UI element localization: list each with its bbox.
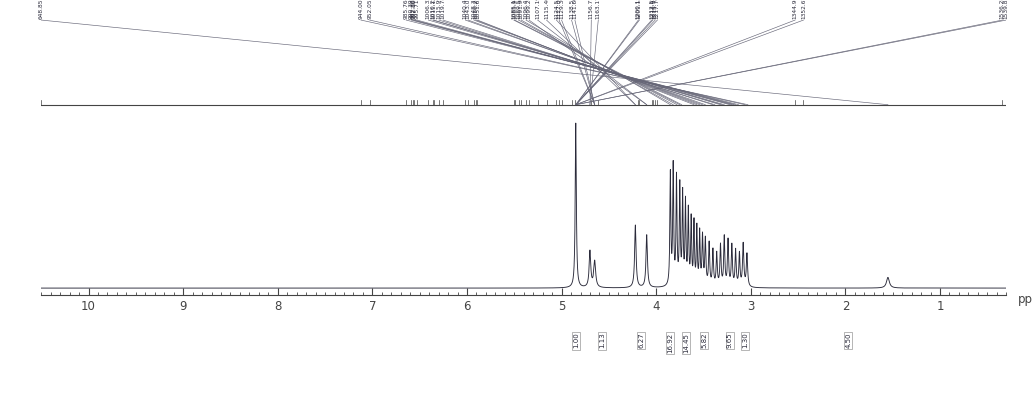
Text: 1096.439: 1096.439	[523, 0, 528, 19]
Text: 1015.995: 1015.995	[437, 0, 442, 19]
Text: 1085.946: 1085.946	[512, 0, 517, 19]
Text: 648.857: 648.857	[39, 0, 43, 19]
Text: 1536.285: 1536.285	[1000, 0, 1005, 19]
Text: 1048.355: 1048.355	[472, 0, 477, 19]
Text: 1163.175: 1163.175	[595, 0, 601, 19]
Text: 1213.629: 1213.629	[650, 0, 655, 19]
Text: 1352.670: 1352.670	[801, 0, 806, 19]
Text: 1.13: 1.13	[600, 333, 605, 349]
Text: 1539.857: 1539.857	[1004, 0, 1008, 19]
Text: 1107.194: 1107.194	[536, 0, 540, 19]
Text: 1006.324: 1006.324	[426, 0, 431, 19]
Text: 1099.263: 1099.263	[526, 0, 531, 19]
Text: 16.92: 16.92	[668, 333, 673, 353]
Text: 1051.617: 1051.617	[475, 0, 480, 19]
Text: 1.30: 1.30	[742, 333, 748, 349]
Text: 995.712: 995.712	[415, 0, 419, 19]
Text: 1344.901: 1344.901	[793, 0, 798, 19]
Text: 952.053: 952.053	[367, 0, 373, 19]
Text: 5.82: 5.82	[702, 333, 707, 348]
Text: 1040.486: 1040.486	[463, 0, 467, 19]
Text: 9.65: 9.65	[727, 333, 733, 348]
Text: ppm: ppm	[1018, 293, 1032, 306]
Text: 1043.017: 1043.017	[465, 0, 471, 19]
Text: 1156.717: 1156.717	[589, 0, 593, 19]
Text: 1212.511: 1212.511	[649, 0, 654, 19]
Text: 1124.534: 1124.534	[554, 0, 559, 19]
Text: 1019.789: 1019.789	[441, 0, 446, 19]
Text: 985.768: 985.768	[404, 0, 409, 19]
Text: 1200.155: 1200.155	[636, 0, 641, 19]
Text: 4.50: 4.50	[845, 333, 851, 348]
Text: 1.00: 1.00	[573, 333, 579, 349]
Text: 1141.604: 1141.604	[573, 0, 578, 19]
Text: 1217.762: 1217.762	[655, 0, 659, 19]
Text: 992.307: 992.307	[411, 0, 416, 19]
Text: 1050.217: 1050.217	[474, 0, 479, 19]
Text: 1089.547: 1089.547	[516, 0, 521, 19]
Text: 1011.126: 1011.126	[431, 0, 437, 19]
Text: 1091.964: 1091.964	[519, 0, 523, 19]
Text: 1215.732: 1215.732	[652, 0, 657, 19]
Text: 14.45: 14.45	[683, 333, 689, 353]
Text: 1085.173: 1085.173	[511, 0, 516, 19]
Text: 1127.004: 1127.004	[556, 0, 561, 19]
Text: 1010.239: 1010.239	[430, 0, 436, 19]
Text: 992.860: 992.860	[412, 0, 416, 19]
Text: 1138.532: 1138.532	[569, 0, 574, 19]
Text: 1201.133: 1201.133	[637, 0, 642, 19]
Text: 990.396: 990.396	[409, 0, 414, 19]
Text: 944.004: 944.004	[358, 0, 363, 19]
Text: 6.27: 6.27	[638, 333, 644, 348]
Text: 1115.406: 1115.406	[544, 0, 549, 19]
Text: 1129.303: 1129.303	[559, 0, 565, 19]
